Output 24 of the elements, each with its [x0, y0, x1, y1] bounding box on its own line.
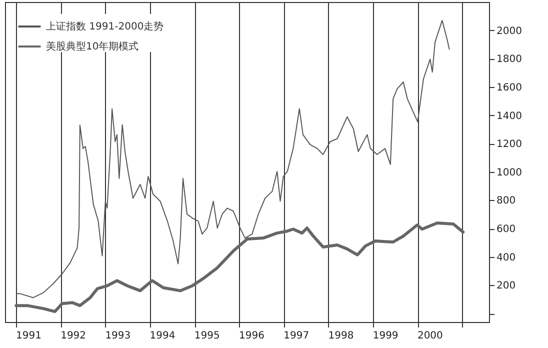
- legend-label: 美股典型10年期模式: [46, 40, 139, 52]
- y-tick-label: 600: [496, 224, 516, 236]
- y-tick-label: 1200: [496, 139, 522, 150]
- y-tick-label: 1000: [496, 167, 522, 178]
- y-tick-label: 1800: [496, 54, 522, 66]
- x-tick-label: 1997: [284, 330, 310, 342]
- x-tick-label: 1994: [150, 330, 176, 342]
- x-tick-label: 1995: [194, 330, 220, 342]
- x-tick-label: 1991: [16, 330, 42, 342]
- x-tick-label: 1998: [328, 330, 354, 342]
- x-tick-label: 1996: [239, 330, 264, 342]
- y-tick-label: 2000: [496, 26, 522, 37]
- line-series: [14, 222, 465, 314]
- x-tick-label: 1992: [60, 330, 86, 342]
- y-tick-label: 1400: [496, 110, 522, 122]
- y-tick-label: 200: [496, 280, 516, 292]
- y-tick-label: 1600: [496, 82, 522, 94]
- x-tick-label: 1999: [372, 330, 398, 342]
- y-tick-label: 400: [496, 252, 516, 264]
- y-tick-label: 800: [496, 196, 516, 207]
- line-series: [16, 20, 450, 298]
- legend-label: 上证指数 1991-2000走势: [46, 20, 164, 32]
- x-tick-label: 2000: [417, 330, 443, 342]
- x-tick-label: 1993: [105, 330, 131, 342]
